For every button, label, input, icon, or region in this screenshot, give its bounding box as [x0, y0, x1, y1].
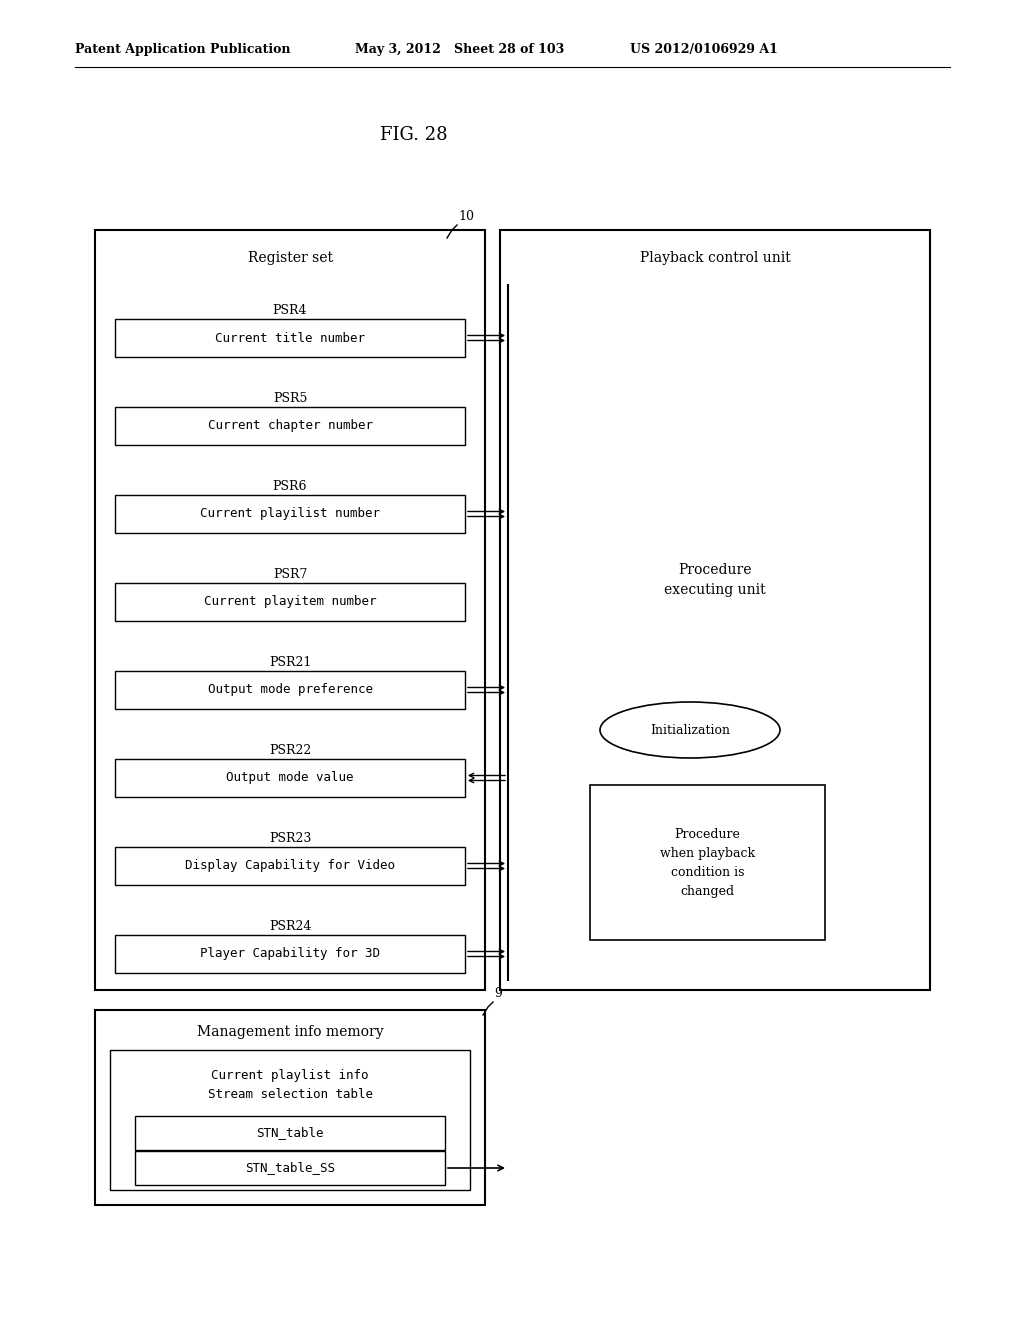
Bar: [115, 847, 465, 884]
Text: US 2012/0106929 A1: US 2012/0106929 A1: [630, 44, 778, 57]
Bar: [590, 785, 825, 940]
Bar: [500, 230, 930, 990]
Text: Player Capability for 3D: Player Capability for 3D: [200, 948, 380, 961]
Text: PSR5: PSR5: [272, 392, 307, 404]
Bar: [115, 935, 465, 973]
Text: 9: 9: [494, 987, 502, 1001]
Text: FIG. 28: FIG. 28: [380, 125, 447, 144]
Text: Management info memory: Management info memory: [197, 1026, 383, 1039]
Text: Register set: Register set: [248, 251, 333, 265]
Bar: [115, 671, 465, 709]
Text: Procedure
executing unit: Procedure executing unit: [665, 562, 766, 597]
Text: Current playilist number: Current playilist number: [200, 507, 380, 520]
Bar: [115, 407, 465, 445]
Bar: [115, 495, 465, 533]
Bar: [135, 1151, 445, 1185]
Text: Current title number: Current title number: [215, 331, 365, 345]
Text: STN_table_SS: STN_table_SS: [245, 1162, 335, 1175]
Text: 10: 10: [458, 210, 474, 223]
Bar: [95, 230, 485, 990]
Text: PSR23: PSR23: [269, 832, 311, 845]
Text: Current playlist info
Stream selection table: Current playlist info Stream selection t…: [208, 1069, 373, 1101]
Text: Procedure
when playback
condition is
changed: Procedure when playback condition is cha…: [659, 828, 755, 898]
Bar: [115, 583, 465, 620]
Text: Patent Application Publication: Patent Application Publication: [75, 44, 291, 57]
Text: PSR22: PSR22: [269, 743, 311, 756]
Bar: [115, 319, 465, 356]
Text: STN_table: STN_table: [256, 1126, 324, 1139]
Text: PSR21: PSR21: [269, 656, 311, 668]
Bar: [110, 1049, 470, 1191]
Text: PSR6: PSR6: [272, 479, 307, 492]
Bar: [95, 1010, 485, 1205]
Text: Current chapter number: Current chapter number: [208, 420, 373, 433]
Text: Playback control unit: Playback control unit: [640, 251, 791, 265]
Text: Output mode value: Output mode value: [226, 771, 353, 784]
Text: Display Capability for Video: Display Capability for Video: [185, 859, 395, 873]
Text: PSR7: PSR7: [272, 568, 307, 581]
Text: PSR4: PSR4: [272, 304, 307, 317]
Bar: [135, 1115, 445, 1150]
Text: Initialization: Initialization: [650, 723, 730, 737]
Bar: [115, 759, 465, 797]
Text: Current playitem number: Current playitem number: [204, 595, 376, 609]
Text: Output mode preference: Output mode preference: [208, 684, 373, 697]
Ellipse shape: [600, 702, 780, 758]
Text: PSR24: PSR24: [269, 920, 311, 932]
Text: May 3, 2012   Sheet 28 of 103: May 3, 2012 Sheet 28 of 103: [355, 44, 564, 57]
